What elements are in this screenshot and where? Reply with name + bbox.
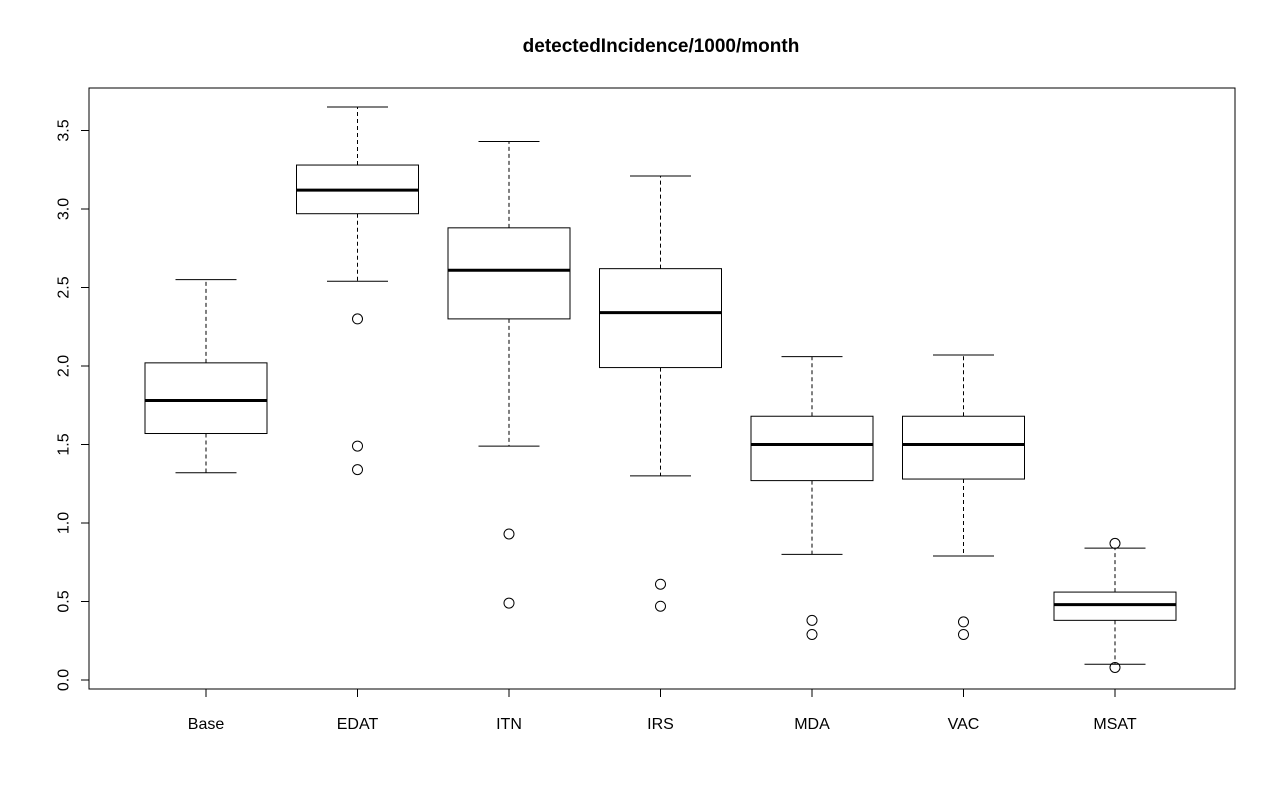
x-tick-label: MDA bbox=[794, 716, 830, 733]
outlier-point bbox=[655, 600, 666, 612]
x-axis: Base EDAT ITN IRS MDA VAC MSAT bbox=[188, 688, 1137, 733]
outlier-point bbox=[1109, 537, 1121, 549]
x-tick-label: ITN bbox=[496, 716, 522, 733]
iqr-box bbox=[599, 268, 722, 369]
y-tick-label: 0.5 bbox=[56, 590, 73, 612]
y-tick-label: 1.0 bbox=[56, 512, 73, 534]
y-axis: 0.0 0.5 1.0 1.5 2.0 2.5 3.0 3.5 bbox=[56, 119, 90, 691]
x-tick-label: IRS bbox=[647, 716, 674, 733]
box-irs bbox=[599, 175, 722, 612]
iqr-box bbox=[447, 227, 571, 320]
y-tick-label: 1.5 bbox=[56, 433, 73, 455]
outlier-point bbox=[352, 464, 363, 476]
outlier-point bbox=[806, 614, 818, 626]
y-tick-label: 3.0 bbox=[56, 198, 73, 220]
outlier-point bbox=[958, 616, 969, 628]
y-tick-label: 0.0 bbox=[56, 669, 73, 691]
x-tick-label: VAC bbox=[948, 716, 980, 733]
box-mda bbox=[750, 356, 874, 640]
outlier-point bbox=[806, 628, 818, 640]
y-tick-label: 2.0 bbox=[56, 355, 73, 377]
outlier-point bbox=[352, 313, 363, 325]
box-edat bbox=[296, 106, 419, 476]
box-msat bbox=[1053, 537, 1177, 673]
box-vac bbox=[902, 354, 1025, 640]
y-tick-label: 2.5 bbox=[56, 276, 73, 298]
outlier-point bbox=[503, 597, 515, 609]
box-base bbox=[144, 279, 268, 474]
x-tick-label: MSAT bbox=[1093, 716, 1136, 733]
iqr-box bbox=[144, 362, 268, 435]
y-tick-label: 3.5 bbox=[56, 119, 73, 141]
iqr-box bbox=[750, 415, 874, 482]
box-itn bbox=[447, 140, 571, 609]
outlier-point bbox=[1109, 661, 1121, 673]
chart-title: detectedIncidence/1000/month bbox=[523, 36, 800, 57]
x-tick-label: Base bbox=[188, 716, 225, 733]
outlier-point bbox=[655, 578, 666, 590]
iqr-box bbox=[1053, 591, 1177, 621]
boxes bbox=[144, 106, 1177, 673]
outlier-point bbox=[958, 628, 969, 640]
x-tick-label: EDAT bbox=[337, 716, 379, 733]
outlier-point bbox=[503, 528, 515, 540]
iqr-box bbox=[902, 415, 1025, 480]
outlier-point bbox=[352, 440, 363, 452]
